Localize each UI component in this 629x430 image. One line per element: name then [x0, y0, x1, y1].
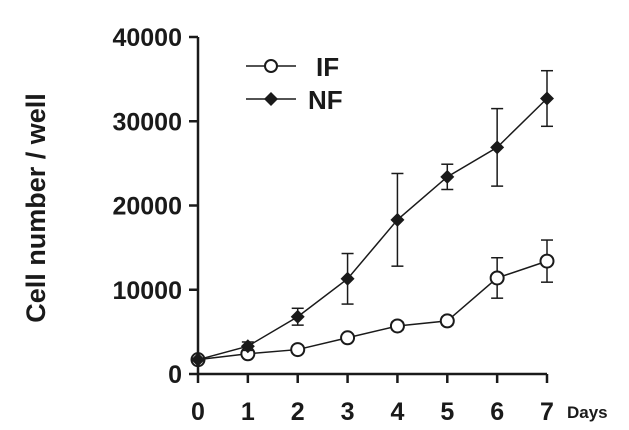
x-tick-label: 2	[291, 398, 305, 426]
x-tick-label: 3	[341, 398, 355, 426]
y-tick-label: 40000	[112, 24, 182, 52]
y-tick-label: 0	[168, 361, 182, 389]
data-point-if	[489, 270, 505, 286]
x-tick-label: 6	[490, 398, 504, 426]
data-point-if	[290, 342, 306, 358]
chart-series	[190, 69, 555, 368]
series-nf	[191, 69, 554, 367]
data-point-nf	[440, 169, 455, 184]
chart-axes	[189, 35, 549, 383]
y-axis-title: Cell number / well	[21, 93, 51, 323]
data-point-if	[539, 253, 555, 269]
x-tick-label: 1	[241, 398, 255, 426]
data-point-nf	[240, 339, 255, 354]
data-point-nf	[191, 352, 205, 367]
data-point-if	[389, 318, 405, 334]
x-axis-title: Days	[567, 403, 608, 422]
data-point-if	[439, 313, 455, 329]
legend-label-if: IF	[316, 52, 339, 82]
series-line-if	[197, 260, 548, 361]
data-point-nf	[540, 91, 554, 106]
data-point-if	[340, 330, 356, 346]
chart-legend: IF NF	[246, 52, 343, 115]
y-tick-label: 20000	[112, 193, 182, 221]
data-point-nf	[390, 212, 405, 227]
x-tick-labels: 0 1 2 3 4 5 6 7	[191, 398, 554, 426]
data-point-nf	[290, 309, 305, 324]
y-tick-labels: 0 10000 20000 30000 40000	[112, 24, 182, 389]
legend-label-nf: NF	[308, 85, 343, 115]
data-point-nf	[490, 140, 505, 155]
x-tick-label: 5	[440, 398, 454, 426]
y-tick-label: 10000	[112, 277, 182, 305]
x-tick-label: 7	[540, 398, 554, 426]
series-line-nf	[197, 97, 548, 361]
x-tick-label: 0	[191, 398, 205, 426]
legend-marker-nf	[264, 92, 278, 106]
legend-marker-if	[264, 59, 278, 73]
data-point-nf	[340, 271, 355, 286]
y-tick-label: 30000	[112, 108, 182, 136]
x-tick-label: 4	[390, 398, 404, 426]
